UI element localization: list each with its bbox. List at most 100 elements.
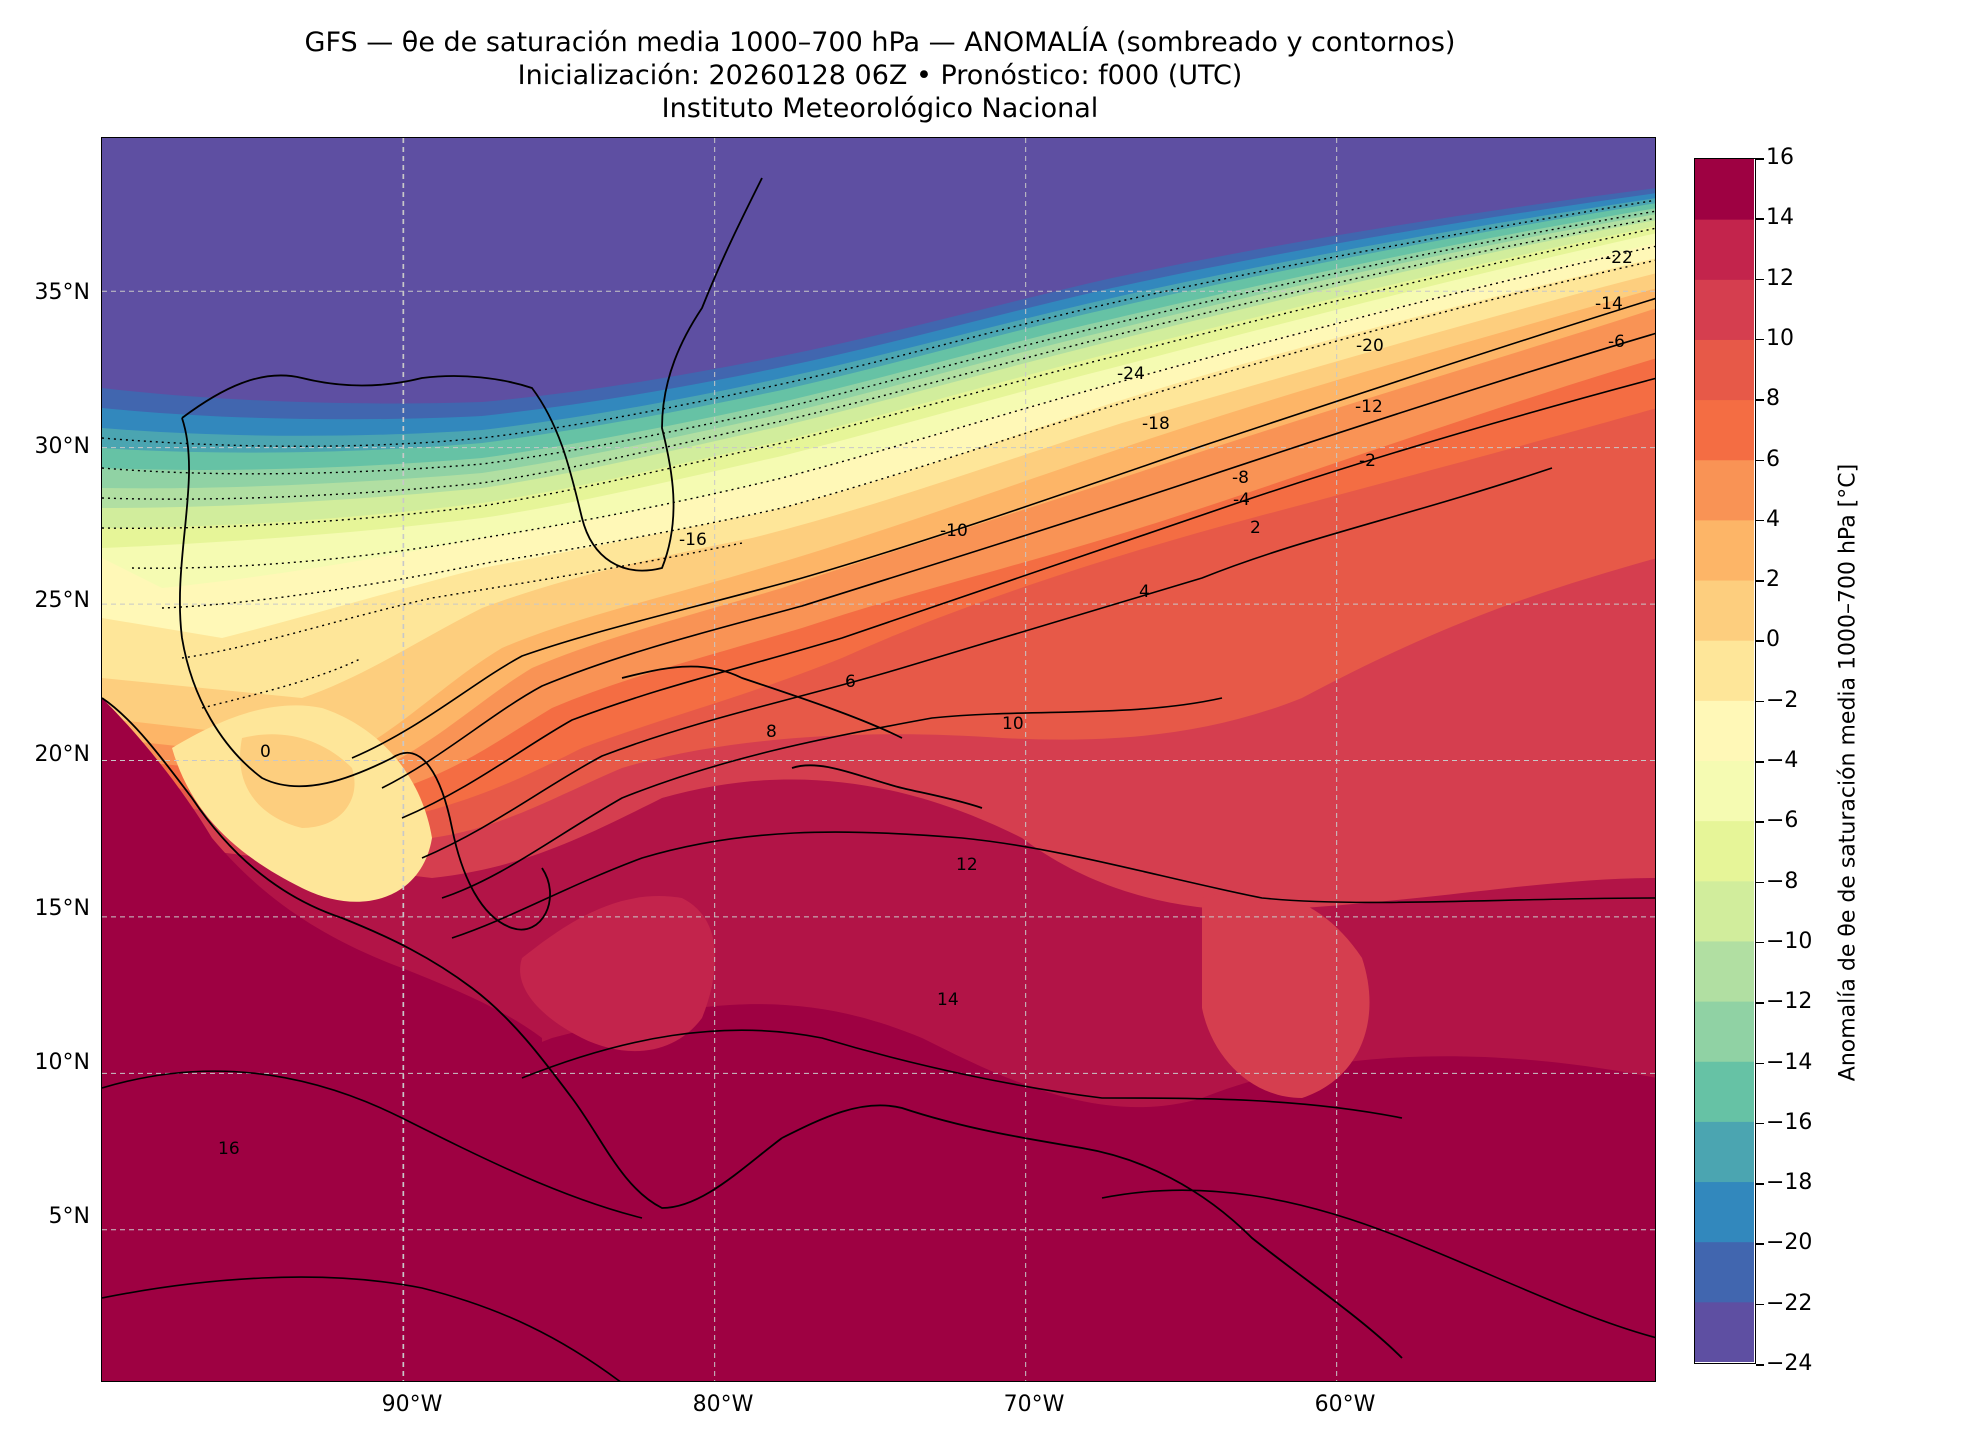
band-m22 [102,138,1655,404]
guiana-patch [1202,890,1370,1098]
contour-label: 16 [218,1139,240,1159]
contour-label: -24 [1117,364,1145,384]
colorbar-tick-label: −4 [1766,748,1799,773]
colorbar-tick-mark [1756,881,1764,884]
contour-label: 2 [1250,518,1261,538]
lat-label-30: 30°N [34,434,90,459]
colorbar-tick-label: −18 [1766,1170,1813,1196]
colorbar-segment [1695,399,1754,461]
contour-label: -12 [1355,397,1383,417]
colorbar-tick-mark [1756,821,1764,823]
contour-label: 12 [956,855,978,875]
grid-line-group [102,138,1655,1381]
institution-name: Instituto Meteorológico Nacional [661,93,1099,124]
lon-label-90w: 90°W [381,1392,443,1417]
colorbar-tick-label: 16 [1766,145,1794,170]
colorbar-tick-label: −22 [1766,1290,1813,1316]
colorbar-tick-label: 4 [1766,506,1780,532]
negative-contours [102,199,1655,709]
colorbar-segment [1695,580,1754,641]
contour-label: -16 [679,530,707,550]
map-panel: -24 -22 -20 -18 -16 -14 -12 -10 -8 -6 -4 -2 0 2 4 6 8 10 1… [101,137,1656,1382]
contour-label: -10 [940,521,968,541]
colorbar-tick-mark [1756,459,1764,461]
coastlines [102,177,1403,1359]
colorbar-tick-label: −12 [1766,989,1813,1015]
colorbar-segment [1695,880,1754,942]
lat-label-10: 10°N [34,1050,90,1075]
contour-label: -20 [1356,336,1384,356]
colorbar-tick-label: −20 [1766,1230,1813,1256]
colorbar-tick-mark [1756,519,1764,522]
colorbar-tick-label: −14 [1766,1049,1813,1075]
contour-label: -6 [1608,332,1625,352]
colorbar-tick-mark [1756,1122,1764,1125]
colorbar-tick-label: −16 [1766,1109,1813,1135]
lat-label-20: 20°N [34,742,90,767]
colorbar-segment [1695,760,1754,822]
colorbar-tick-mark [1756,1062,1764,1064]
contour-label: 0 [260,742,271,762]
colorbar-segment [1695,1301,1754,1362]
colorbar [1694,158,1756,1364]
title-block: GFS — θe de saturación media 1000–700 hP… [100,26,1660,125]
colorbar-tick-label: 12 [1766,265,1794,291]
colorbar-tick-mark [1756,158,1764,160]
colorbar-tick-mark [1756,1183,1764,1185]
mexico-plateau-core [240,734,355,828]
colorbar-segment [1695,700,1754,761]
lon-label-80w: 80°W [692,1392,754,1417]
colorbar-label: Anomalía de θe de saturación media 1000–… [1835,463,1861,1082]
contour-label: -22 [1605,248,1633,268]
colorbar-segment [1695,339,1754,401]
colorbar-tick-label: 8 [1766,386,1780,412]
colorbar-segment [1695,940,1754,1002]
colorbar-tick-label: −2 [1766,687,1799,713]
lat-label-25: 25°N [34,588,90,613]
caribbean-patch-1 [520,896,716,1052]
contour-label: 6 [845,672,856,692]
colorbar-tick-mark [1756,218,1764,220]
colorbar-tick-mark [1756,338,1764,341]
lat-label-35: 35°N [34,280,90,305]
lon-label-60w: 60°W [1314,1392,1376,1417]
positive-contours [102,297,1655,1381]
colorbar-tick-label: 6 [1766,446,1780,472]
contour-label: -18 [1142,414,1170,434]
contour-label: 4 [1139,582,1150,602]
lat-label-15: 15°N [34,896,90,921]
lon-label-70w: 70°W [1003,1392,1065,1417]
colorbar-tick-label: 10 [1766,325,1794,351]
colorbar-segment [1695,219,1754,280]
contour-label: -2 [1359,451,1376,471]
colorbar-tick-label: 14 [1766,205,1794,231]
colorbar-tick-mark [1756,640,1764,642]
colorbar-segment [1695,1001,1754,1062]
colorbar-tick-label: −8 [1766,868,1799,894]
colorbar-segment [1695,519,1754,581]
map-subtitle: Inicialización: 20260128 06Z • Pronóstic… [517,60,1243,91]
colorbar-segment [1695,1181,1754,1243]
colorbar-segment [1695,279,1754,340]
map-title: GFS — θe de saturación media 1000–700 hP… [304,27,1456,58]
colorbar-segment [1695,459,1754,521]
colorbar-tick-mark [1756,700,1764,703]
colorbar-tick-mark [1756,1002,1764,1004]
colorbar-tick-label: 0 [1766,627,1780,653]
colorbar-tick-label: −24 [1766,1351,1813,1376]
colorbar-segment [1695,1061,1754,1122]
lat-label-5: 5°N [48,1204,90,1229]
colorbar-tick-mark [1756,1243,1764,1245]
colorbar-tick-mark [1756,278,1764,281]
colorbar-segment [1695,640,1754,701]
colorbar-tick-label: −6 [1766,808,1799,834]
colorbar-segment [1695,1121,1754,1183]
colorbar-tick-mark [1756,580,1764,582]
contour-label: -14 [1595,294,1623,314]
colorbar-segment [1695,1241,1754,1303]
colorbar-tick-mark [1756,1364,1764,1366]
contour-label: -4 [1233,490,1250,510]
colorbar-tick-mark [1756,761,1764,763]
colorbar-tick-label: 2 [1766,567,1780,593]
